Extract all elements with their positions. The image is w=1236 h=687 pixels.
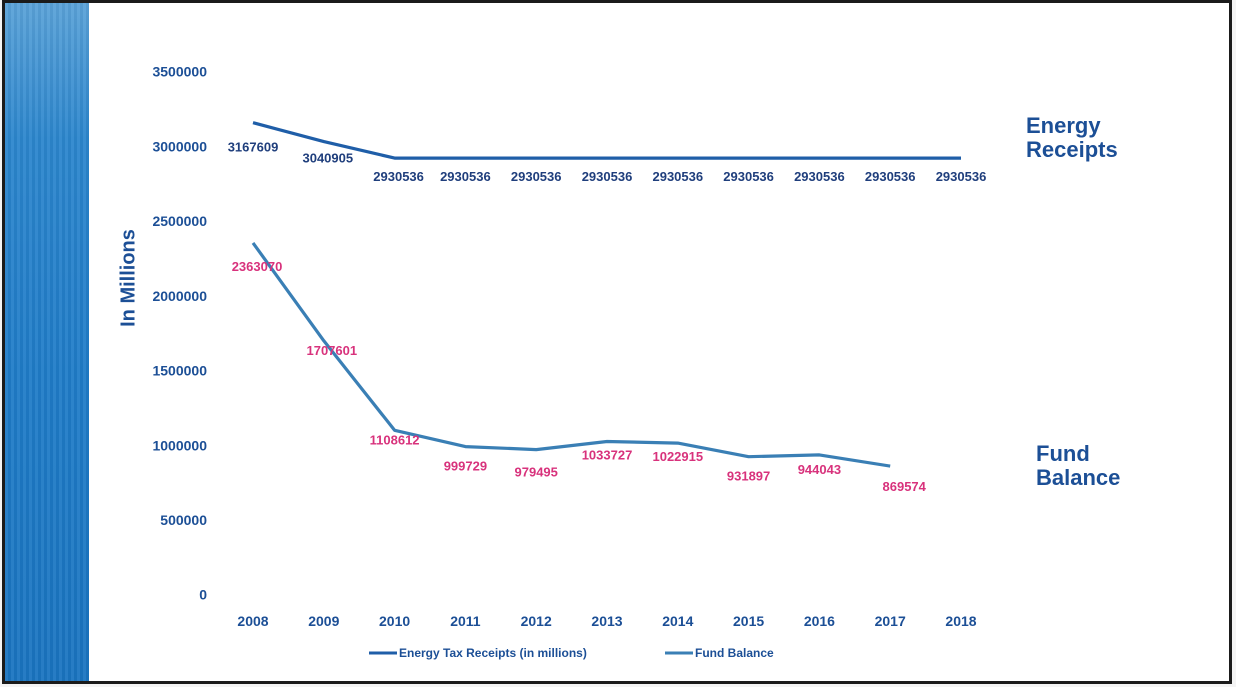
data-label: 2930536 bbox=[582, 169, 633, 184]
legend: Energy Tax Receipts (in millions) Fund Ba… bbox=[369, 646, 774, 660]
x-tick-label: 2014 bbox=[662, 613, 693, 629]
data-label: 944043 bbox=[798, 462, 841, 477]
x-tick-label: 2015 bbox=[733, 613, 764, 629]
legend-label: Fund Balance bbox=[695, 646, 774, 660]
y-tick-label: 2500000 bbox=[152, 213, 207, 229]
data-label: 2930536 bbox=[373, 169, 424, 184]
data-label: 1033727 bbox=[582, 448, 633, 463]
data-label: 2930536 bbox=[723, 169, 774, 184]
data-label: 999729 bbox=[444, 459, 487, 474]
series-lines bbox=[251, 121, 961, 468]
line-chart: In Millions 0 500000 1000000 1500000 2000000… bbox=[117, 64, 1120, 660]
y-tick-label: 1000000 bbox=[152, 437, 207, 453]
y-axis-label: In Millions bbox=[117, 229, 139, 327]
data-label: 1707601 bbox=[306, 343, 357, 358]
y-tick-label: 3000000 bbox=[152, 138, 207, 154]
y-tick-label: 1500000 bbox=[152, 363, 207, 379]
x-tick-label: 2016 bbox=[804, 613, 835, 629]
x-tick-label: 2018 bbox=[945, 613, 976, 629]
x-tick-label: 2012 bbox=[521, 613, 552, 629]
series-side-label: Balance bbox=[1036, 465, 1120, 490]
decorative-blue-strip bbox=[5, 3, 89, 681]
data-label: 1022915 bbox=[652, 449, 703, 464]
series-side-label: Fund bbox=[1036, 441, 1090, 466]
y-tick-label: 500000 bbox=[160, 512, 207, 528]
y-tick-label: 2000000 bbox=[152, 288, 207, 304]
data-label: 869574 bbox=[883, 479, 927, 494]
legend-label: Energy Tax Receipts (in millions) bbox=[399, 646, 587, 660]
data-label: 2930536 bbox=[652, 169, 703, 184]
data-label: 2930536 bbox=[794, 169, 845, 184]
y-axis-ticks: 0 500000 1000000 1500000 2000000 2500000 30000… bbox=[152, 64, 207, 603]
data-label: 3167609 bbox=[228, 140, 279, 155]
data-label: 2930536 bbox=[440, 169, 491, 184]
x-tick-label: 2013 bbox=[591, 613, 622, 629]
data-label: 979495 bbox=[515, 465, 558, 480]
x-tick-label: 2009 bbox=[308, 613, 339, 629]
x-tick-label: 2010 bbox=[379, 613, 410, 629]
data-label: 2363070 bbox=[232, 259, 283, 274]
data-labels: 3167609 3040905 2930536 2930536 2930536 29305… bbox=[228, 140, 987, 494]
y-tick-label: 0 bbox=[199, 587, 207, 603]
data-label: 2930536 bbox=[936, 169, 987, 184]
data-label: 2930536 bbox=[511, 169, 562, 184]
y-tick-label: 3500000 bbox=[152, 64, 207, 80]
series-side-label: Receipts bbox=[1026, 137, 1118, 162]
series-line bbox=[251, 241, 891, 468]
series-line bbox=[252, 121, 961, 160]
data-label: 3040905 bbox=[302, 151, 353, 166]
series-side-label: Energy bbox=[1026, 113, 1101, 138]
x-tick-label: 2011 bbox=[450, 613, 481, 629]
x-tick-label: 2008 bbox=[237, 613, 268, 629]
data-label: 2930536 bbox=[865, 169, 916, 184]
x-axis-ticks: 2008 2009 2010 2011 2012 2013 2014 2015 2016 2017… bbox=[237, 613, 976, 629]
data-label: 931897 bbox=[727, 469, 770, 484]
data-label: 1108612 bbox=[370, 432, 420, 447]
x-tick-label: 2017 bbox=[875, 613, 906, 629]
